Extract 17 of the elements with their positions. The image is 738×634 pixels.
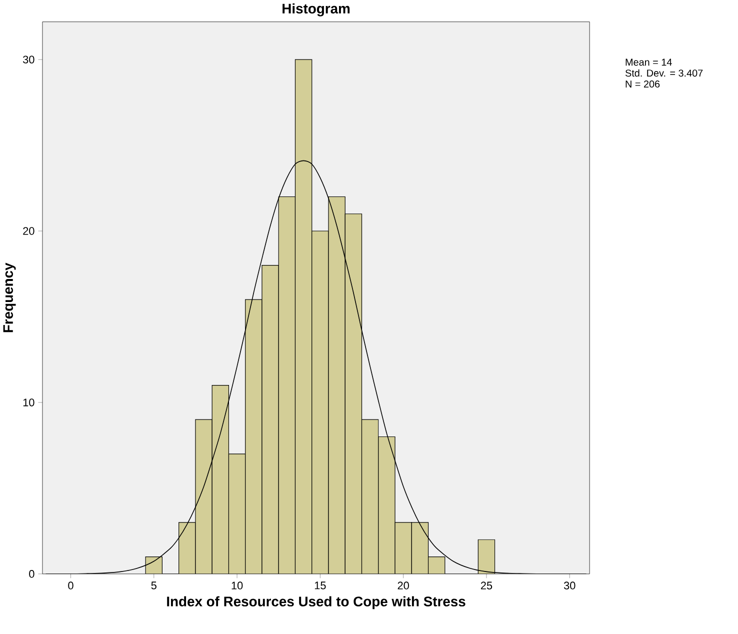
y-tick-label: 30 [22,55,34,64]
y-tick-label: 10 [23,398,34,406]
y-axis-title: Frequency [3,262,16,332]
y-tick-label: 20 [23,226,34,235]
x-tick-label: 10 [232,581,243,590]
x-tick-label: 30 [564,581,576,590]
x-tick-label: 15 [314,581,326,590]
x-tick-label: 25 [480,581,492,590]
chart-title: Histogram [282,3,350,16]
x-tick-label: 5 [151,581,156,590]
x-tick-label: 0 [68,581,74,590]
text: N = 206 [626,80,660,88]
text: Std. Dev. = 3.407 [625,69,703,76]
x-tick-label: 20 [398,581,409,590]
y-tick-label: 0 [29,570,34,578]
x-axis-title: Index of Resources Used to Cope with Stress [167,596,466,609]
text: Mean = 14 [626,58,672,66]
